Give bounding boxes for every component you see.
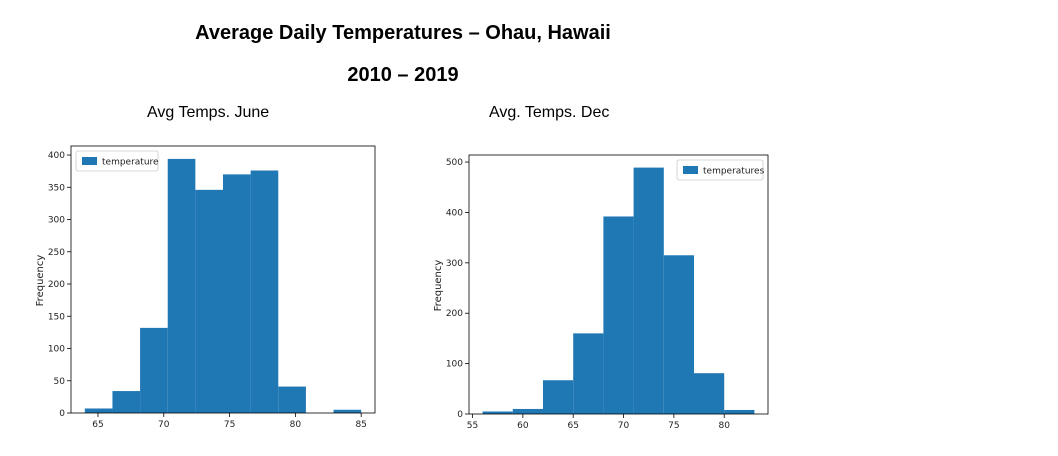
dec-bar bbox=[694, 373, 725, 414]
dec-y-tick-label: 0 bbox=[457, 410, 463, 420]
june-y-tick-label: 300 bbox=[48, 216, 65, 226]
dec-bar bbox=[603, 216, 634, 414]
june-y-tick-label: 150 bbox=[48, 312, 65, 322]
june-chart-title: Avg Temps. June bbox=[147, 104, 270, 121]
june-bar bbox=[250, 170, 279, 413]
dec-histogram: 55 60 65 70 75 80 0 100 200 300 400 500 Frequency tem… bbox=[433, 154, 769, 431]
dec-legend: temperatures bbox=[676, 159, 765, 181]
dec-x-tick-label: 55 bbox=[467, 421, 478, 431]
june-legend-label: temperature bbox=[102, 158, 159, 168]
dec-legend-label: temperatures bbox=[703, 167, 765, 177]
june-y-tick-label: 0 bbox=[59, 409, 65, 419]
june-y-tick-label: 50 bbox=[54, 377, 66, 387]
june-y-tick-label: 350 bbox=[48, 183, 65, 193]
figure-subtitle-years: 2010 – 2019 bbox=[347, 64, 459, 86]
dec-bar bbox=[542, 380, 574, 414]
dec-y-tick-label: 400 bbox=[446, 208, 463, 218]
dec-bar bbox=[663, 255, 695, 414]
june-bar bbox=[333, 409, 362, 413]
dec-bar bbox=[633, 167, 664, 414]
june-legend-box bbox=[75, 150, 159, 172]
dec-y-axis-label: Frequency bbox=[433, 260, 444, 312]
june-y-tick-label: 200 bbox=[48, 280, 65, 290]
dec-legend-swatch bbox=[683, 166, 698, 174]
june-y-tick-label: 100 bbox=[48, 345, 65, 355]
june-bar bbox=[223, 174, 251, 413]
june-y-tick-label: 400 bbox=[48, 151, 65, 161]
june-bar bbox=[84, 408, 113, 413]
dec-y-tick-label: 200 bbox=[446, 309, 463, 319]
dec-bar bbox=[482, 411, 513, 414]
june-x-tick-label: 80 bbox=[290, 420, 302, 430]
june-y-axis-label: Frequency bbox=[35, 255, 46, 307]
dec-legend-box bbox=[676, 159, 764, 181]
june-x-tick-label: 85 bbox=[355, 420, 366, 430]
dec-y-tick-label: 500 bbox=[446, 158, 463, 168]
june-x-tick-label: 75 bbox=[224, 420, 235, 430]
dec-bar bbox=[512, 408, 543, 414]
dec-bar bbox=[573, 333, 604, 414]
june-bar bbox=[167, 158, 196, 413]
june-legend-swatch bbox=[82, 157, 97, 165]
june-bar bbox=[140, 327, 168, 413]
dec-x-tick-label: 60 bbox=[517, 421, 529, 431]
june-plot-frame bbox=[70, 145, 376, 414]
dec-y-tick-label: 300 bbox=[446, 259, 463, 269]
dec-chart-title: Avg. Temps. Dec bbox=[489, 104, 610, 121]
dec-y-tick-label: 100 bbox=[446, 360, 463, 370]
june-y-tick-label: 250 bbox=[48, 248, 65, 258]
june-bar bbox=[195, 189, 223, 413]
dec-x-tick-label: 65 bbox=[567, 421, 578, 431]
june-legend: temperature bbox=[75, 150, 159, 172]
dec-x-tick-label: 80 bbox=[718, 421, 730, 431]
june-histogram: 65 70 75 80 85 0 50 100 150 200 250 300 350 400 Freque… bbox=[35, 145, 376, 430]
dec-x-tick-label: 75 bbox=[668, 421, 679, 431]
june-bar bbox=[112, 391, 141, 413]
june-x-tick-label: 65 bbox=[92, 420, 103, 430]
dec-plot-frame bbox=[468, 154, 769, 415]
june-bar bbox=[278, 386, 306, 413]
figure-title: Average Daily Temperatures – Ohau, Hawai… bbox=[195, 22, 611, 44]
dec-x-tick-label: 70 bbox=[618, 421, 630, 431]
june-x-tick-label: 70 bbox=[158, 420, 170, 430]
dec-bar bbox=[724, 409, 755, 414]
